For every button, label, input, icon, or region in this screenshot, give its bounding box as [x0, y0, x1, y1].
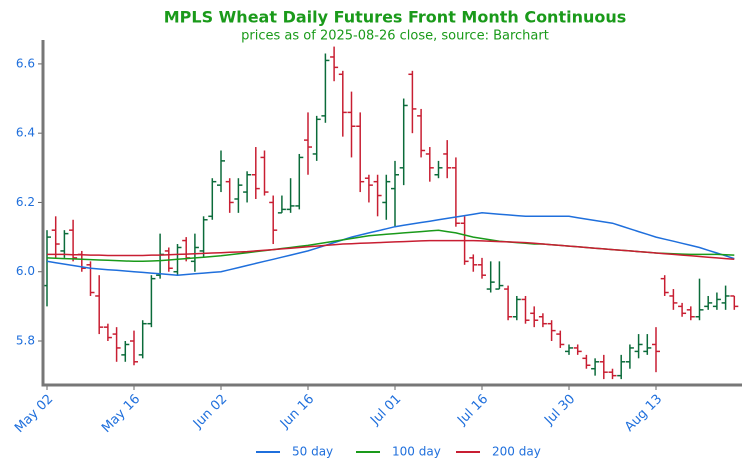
- legend-label: 200 day: [492, 445, 541, 459]
- x-tick-label: May 16: [99, 392, 143, 436]
- x-tick-label: Aug 13: [622, 392, 665, 435]
- chart-title: MPLS Wheat Daily Futures Front Month Con…: [164, 8, 627, 27]
- x-tick-label: Jul 30: [541, 392, 578, 429]
- y-tick-label: 6.4: [16, 126, 35, 140]
- moving-average-line: [47, 239, 735, 261]
- moving-average-line: [46, 229, 735, 263]
- x-tick-label: May 02: [12, 392, 56, 436]
- x-tick-label: Jun 16: [277, 392, 317, 432]
- y-tick-label: 5.8: [16, 334, 35, 348]
- y-tick-label: 6.6: [16, 56, 35, 70]
- y-tick-label: 6.0: [16, 264, 35, 278]
- x-tick-label: Jun 02: [190, 392, 230, 432]
- legend-label: 50 day: [292, 445, 333, 459]
- x-tick-label: Jul 01: [367, 392, 404, 429]
- moving-average-line: [46, 212, 735, 276]
- y-tick-label: 6.2: [16, 195, 35, 209]
- legend-label: 100 day: [392, 445, 441, 459]
- chart-subtitle: prices as of 2025-08-26 close, source: B…: [241, 29, 549, 44]
- x-tick-label: Jul 16: [454, 392, 491, 429]
